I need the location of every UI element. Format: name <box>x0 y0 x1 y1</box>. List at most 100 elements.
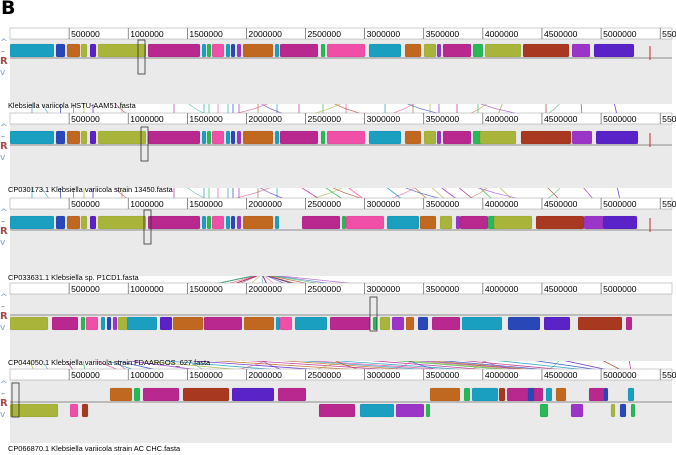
lcb-block <box>225 215 231 230</box>
ruler-tick-label: 5500000 <box>662 199 676 209</box>
lcb-block <box>97 130 147 145</box>
ruler-tick-label: 2000000 <box>248 284 282 294</box>
reference-r-icon[interactable]: R <box>0 226 8 237</box>
lcb-block <box>442 130 472 145</box>
lcb-block <box>539 403 549 418</box>
ruler-tick-label: 1000000 <box>130 370 164 380</box>
lcb-block <box>236 130 242 145</box>
lcb-block <box>543 316 571 331</box>
lcb-block <box>89 130 97 145</box>
ruler-tick-label: 1500000 <box>189 370 223 380</box>
ruler-tick-label: 5000000 <box>603 284 637 294</box>
genome-strip-background <box>10 113 672 188</box>
scroll-down-icon[interactable]: v <box>0 410 6 420</box>
scroll-up-icon[interactable]: ^ <box>0 293 8 303</box>
ruler-tick-label: 1500000 <box>189 199 223 209</box>
lcb-block <box>182 387 230 402</box>
lcb-block <box>555 387 567 402</box>
lcb-block <box>404 43 422 58</box>
lcb-block <box>479 130 517 145</box>
collapse-dash-icon[interactable]: – <box>1 132 5 141</box>
lcb-block <box>294 316 328 331</box>
selection-box <box>140 126 149 162</box>
lcb-block <box>236 215 242 230</box>
lcb-block <box>211 215 225 230</box>
collapse-dash-icon[interactable]: – <box>1 389 5 398</box>
lcb-block <box>55 215 66 230</box>
ruler-tick-label: 3500000 <box>426 114 460 124</box>
lcb-block <box>522 43 570 58</box>
lcb-block <box>493 215 533 230</box>
genome-ruler <box>9 282 673 295</box>
lcb-block <box>9 403 59 418</box>
ruler-tick-label: 4500000 <box>544 29 578 39</box>
lcb-block <box>89 43 97 58</box>
lcb-block <box>595 130 639 145</box>
lcb-block <box>80 215 88 230</box>
scroll-up-icon[interactable]: ^ <box>0 380 8 390</box>
lcb-block <box>9 316 49 331</box>
lcb-block <box>274 43 280 58</box>
lcb-block <box>570 403 584 418</box>
lcb-block <box>301 215 341 230</box>
scroll-up-icon[interactable]: ^ <box>0 123 8 133</box>
reference-r-icon[interactable]: R <box>0 56 8 67</box>
ruler-tick-label: 1000000 <box>130 114 164 124</box>
ruler-tick-label: 3500000 <box>426 284 460 294</box>
lcb-block <box>80 43 88 58</box>
lcb-block <box>242 43 274 58</box>
genome-name-label: Klebsiella variicola HSTU-AAM51.fasta <box>8 101 137 110</box>
scroll-down-icon[interactable]: v <box>0 323 6 333</box>
lcb-block <box>142 387 180 402</box>
genome-strip-background <box>10 28 672 104</box>
ruler-tick-label: 500000 <box>71 29 100 39</box>
ruler-tick-label: 3000000 <box>367 29 401 39</box>
lcb-block <box>81 403 89 418</box>
lcb-block <box>545 387 553 402</box>
reference-r-icon[interactable]: R <box>0 141 8 152</box>
lcb-block <box>211 43 225 58</box>
genome-strip-background <box>10 198 672 276</box>
ruler-tick-label: 2500000 <box>308 370 342 380</box>
ruler-tick-label: 3500000 <box>426 370 460 380</box>
lcb-block <box>55 43 66 58</box>
reference-r-icon[interactable]: R <box>0 398 8 409</box>
lcb-block <box>507 316 541 331</box>
lcb-block <box>320 130 326 145</box>
genome-name-label: CP044050.1 Klebsiella variicola strain F… <box>8 358 211 367</box>
selection-box <box>11 382 20 418</box>
lcb-block <box>201 43 207 58</box>
lcb-block <box>359 403 395 418</box>
ruler-tick-label: 55000( <box>662 29 676 39</box>
ruler-tick-label: 4000000 <box>485 29 519 39</box>
ruler-tick-label: 4000000 <box>485 114 519 124</box>
reference-r-icon[interactable]: R <box>0 311 8 322</box>
lcb-block <box>379 316 391 331</box>
lcb-block <box>230 130 236 145</box>
ruler-tick-label: 3000000 <box>367 199 401 209</box>
lcb-block <box>85 316 99 331</box>
lcb-block <box>627 387 635 402</box>
scroll-down-icon[interactable]: v <box>0 238 6 248</box>
genome-panel: 500000 1000000 1500000 2000000 2500000 300000… <box>0 112 676 194</box>
lcb-block <box>423 130 437 145</box>
scroll-down-icon[interactable]: v <box>0 68 6 78</box>
ruler-tick-label: 1500000 <box>189 29 223 39</box>
collapse-dash-icon[interactable]: – <box>1 217 5 226</box>
lcb-block <box>206 43 212 58</box>
lcb-block <box>275 316 281 331</box>
scroll-up-icon[interactable]: ^ <box>0 38 8 48</box>
lcb-block <box>203 316 243 331</box>
lcb-block <box>236 43 242 58</box>
lcb-block <box>225 130 231 145</box>
scroll-down-icon[interactable]: v <box>0 153 6 163</box>
genome-ruler <box>9 197 673 210</box>
lcb-block <box>571 130 593 145</box>
lcb-block <box>593 43 635 58</box>
lcb-block <box>577 316 623 331</box>
collapse-dash-icon[interactable]: – <box>1 302 5 311</box>
ruler-tick-label: 500000 <box>71 114 100 124</box>
collapse-dash-icon[interactable]: – <box>1 47 5 56</box>
scroll-up-icon[interactable]: ^ <box>0 208 8 218</box>
lcb-block <box>368 43 402 58</box>
